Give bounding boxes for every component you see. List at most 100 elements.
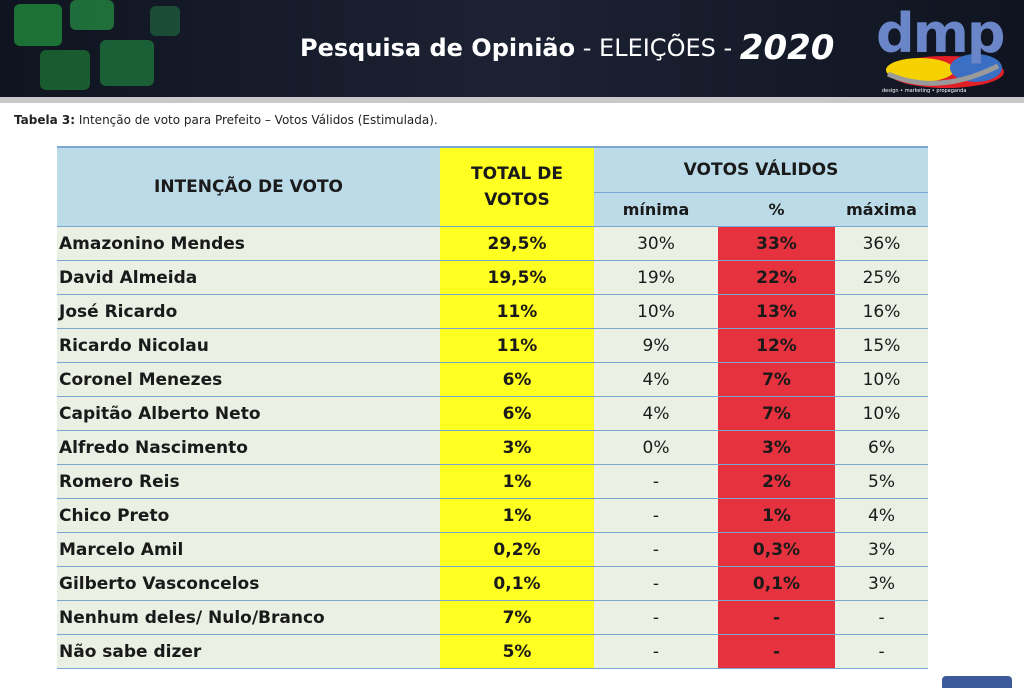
logo-swoosh-icon (886, 54, 1004, 88)
logo-text: dmp (876, 2, 1006, 65)
total-votes: 1% (440, 464, 594, 499)
candidate-name: Alfredo Nascimento (57, 430, 440, 465)
table-row: Romero Reis 1% -2% 5% (57, 464, 929, 499)
header-banner: Pesquisa de Opinião - ELEIÇÕES - 2020 dm… (0, 0, 1024, 97)
pct-value: 0,1% (718, 566, 835, 601)
min-value: 4% (594, 362, 718, 397)
pct-value: 2% (718, 464, 835, 499)
table-row: Ricardo Nicolau 11% 9% 12% 15% (57, 328, 929, 363)
total-votes: 6% (440, 362, 594, 397)
pct-value: 22% (718, 260, 835, 295)
table-row: Alfredo Nascimento 3% 0% 3% 6% (57, 430, 929, 465)
header-divider (0, 97, 1024, 103)
title-rest: - ELEIÇÕES - (575, 34, 740, 62)
candidate-name: Chico Preto (57, 498, 440, 533)
banner-decor-square (70, 0, 114, 30)
total-votes: 7% (440, 600, 594, 635)
table-row: José Ricardo 11% 10% 13% 16% (57, 294, 929, 329)
max-value: 15% (835, 328, 929, 363)
min-value: 10% (594, 294, 718, 329)
total-votes: 19,5% (440, 260, 594, 295)
header-max: máxima (835, 192, 929, 227)
total-votes: 1% (440, 498, 594, 533)
header-min: mínima (594, 192, 718, 227)
table-row: Não sabe dizer 5% - - - (57, 634, 929, 669)
pct-value: 7% (718, 396, 835, 431)
max-value: 5% (835, 464, 929, 499)
max-value: 4% (835, 498, 929, 533)
max-value: 36% (835, 226, 929, 261)
candidate-name: Amazonino Mendes (57, 226, 440, 261)
caption-label: Tabela 3: (14, 113, 76, 127)
min-value: - (594, 566, 718, 601)
table-caption: Tabela 3: Intenção de voto para Prefeito… (14, 113, 438, 127)
page-title: Pesquisa de Opinião - ELEIÇÕES - 2020 (300, 28, 834, 68)
caption-text: Intenção de voto para Prefeito – Votos V… (75, 113, 438, 127)
max-value: 3% (835, 566, 929, 601)
table-row: David Almeida 19,5% 19% 22% 25% (57, 260, 929, 295)
pct-value: 1% (718, 498, 835, 533)
min-value: - (594, 634, 718, 669)
candidate-name: Nenhum deles/ Nulo/Branco (57, 600, 440, 635)
pct-value: - (718, 600, 835, 635)
max-value: 6% (835, 430, 929, 465)
table-row: Chico Preto 1% -1% 4% (57, 498, 929, 533)
candidate-name: José Ricardo (57, 294, 440, 329)
candidate-name: Gilberto Vasconcelos (57, 566, 440, 601)
min-value: 30% (594, 226, 718, 261)
logo-tagline: design • marketing • propaganda (882, 88, 967, 94)
table-row: Marcelo Amil 0,2% -0,3% 3% (57, 532, 929, 567)
max-value: 25% (835, 260, 929, 295)
max-value: 10% (835, 362, 929, 397)
pct-value: 3% (718, 430, 835, 465)
pct-value: 13% (718, 294, 835, 329)
table-row: Amazonino Mendes 29,5% 30% 33% 36% (57, 226, 929, 261)
pct-value: 0,3% (718, 532, 835, 567)
min-value: 0% (594, 430, 718, 465)
min-value: 4% (594, 396, 718, 431)
total-votes: 0,2% (440, 532, 594, 567)
title-bold: Pesquisa de Opinião (300, 34, 576, 62)
candidate-name: Capitão Alberto Neto (57, 396, 440, 431)
title-year: 2020 (739, 28, 835, 68)
max-value: - (835, 600, 929, 635)
banner-decor-square (150, 6, 180, 36)
candidate-name: Romero Reis (57, 464, 440, 499)
dmp-logo: dmp design • marketing • propaganda (868, 4, 1008, 96)
header-valid-votes: VOTOS VÁLIDOS (594, 146, 929, 193)
total-votes: 0,1% (440, 566, 594, 601)
min-value: - (594, 600, 718, 635)
total-votes: 11% (440, 294, 594, 329)
min-value: - (594, 532, 718, 567)
max-value: 16% (835, 294, 929, 329)
candidate-name: Não sabe dizer (57, 634, 440, 669)
banner-decor-square (40, 50, 90, 90)
votes-table: INTENÇÃO DE VOTO TOTAL DE VOTOS VOTOS VÁ… (57, 146, 929, 669)
total-votes: 11% (440, 328, 594, 363)
table-row: Capitão Alberto Neto 6% 4% 7% 10% (57, 396, 929, 431)
pct-value: 7% (718, 362, 835, 397)
min-value: 19% (594, 260, 718, 295)
candidate-name: Ricardo Nicolau (57, 328, 440, 363)
pct-value: 33% (718, 226, 835, 261)
max-value: 10% (835, 396, 929, 431)
table-row: Nenhum deles/ Nulo/Branco 7% - - - (57, 600, 929, 635)
max-value: - (835, 634, 929, 669)
table-row: Gilberto Vasconcelos 0,1% -0,1% 3% (57, 566, 929, 601)
candidate-name: Marcelo Amil (57, 532, 440, 567)
banner-decor-square (100, 40, 154, 86)
header-pct: % (718, 192, 835, 227)
pct-value: 12% (718, 328, 835, 363)
total-votes: 29,5% (440, 226, 594, 261)
header-intention: INTENÇÃO DE VOTO (57, 146, 440, 227)
max-value: 3% (835, 532, 929, 567)
corner-button[interactable] (942, 676, 1012, 688)
min-value: - (594, 464, 718, 499)
total-votes: 5% (440, 634, 594, 669)
pct-value: - (718, 634, 835, 669)
min-value: - (594, 498, 718, 533)
banner-decor-square (14, 4, 62, 46)
candidate-name: David Almeida (57, 260, 440, 295)
header-total-label: TOTAL DE VOTOS (471, 164, 563, 210)
total-votes: 6% (440, 396, 594, 431)
